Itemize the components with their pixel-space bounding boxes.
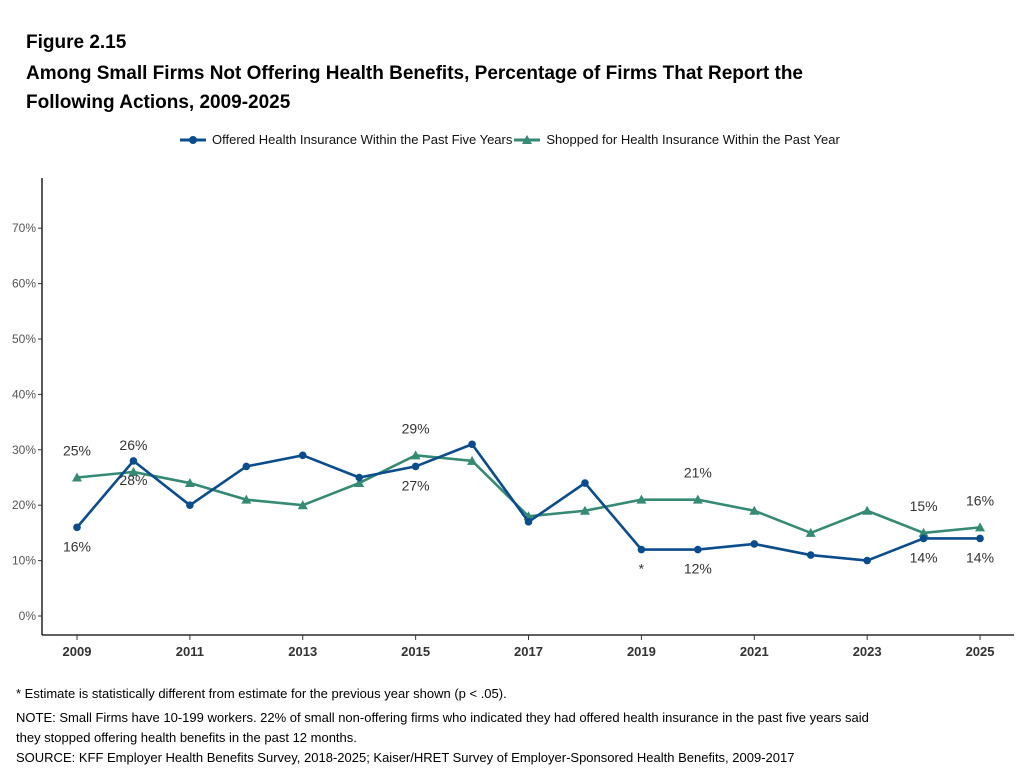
data-point-offered: [581, 479, 589, 487]
data-point-shopped: [354, 478, 365, 488]
data-point-offered: [637, 545, 646, 554]
note-definition: NOTE: Small Firms have 10-199 workers. 2…: [16, 710, 869, 725]
legend-offered-swatch-icon: [180, 133, 206, 147]
data-point-offered: [73, 523, 81, 532]
data-label: 27%: [402, 477, 430, 493]
data-point-shopped: [297, 500, 308, 510]
data-point-offered: [186, 501, 194, 510]
y-tick-label: 50%: [12, 332, 36, 346]
data-point-shopped: [184, 478, 195, 488]
data-label: 14%: [966, 549, 994, 565]
x-tick-label: 2025: [966, 644, 995, 659]
data-point-shopped: [862, 505, 873, 515]
legend-shopped-swatch-icon: [514, 133, 541, 147]
legend: Offered Health Insurance Within the Past…: [180, 132, 840, 147]
data-point-shopped: [918, 527, 929, 537]
data-point-shopped: [128, 466, 139, 476]
data-point-shopped: [410, 450, 421, 460]
figure-label: Figure 2.15: [26, 32, 127, 53]
data-point-offered: [806, 551, 815, 559]
note-definition-cont: they stopped offering health benefits in…: [16, 730, 357, 745]
note-significance: * Estimate is statistically different fr…: [16, 686, 507, 701]
data-label: 25%: [63, 443, 91, 459]
data-label: 15%: [910, 498, 938, 514]
y-tick-label: 70%: [12, 221, 36, 235]
y-tick-label: 30%: [12, 443, 36, 457]
data-label: 16%: [966, 492, 994, 508]
data-label: 14%: [910, 549, 938, 565]
data-point-shopped: [579, 505, 590, 515]
data-point-shopped: [72, 472, 82, 482]
data-point-shopped: [467, 455, 478, 465]
series-line-offered: [76, 442, 981, 562]
x-tick-label: 2019: [627, 644, 656, 659]
data-label: 29%: [402, 420, 430, 436]
data-point-offered: [298, 451, 307, 460]
data-label: 12%: [684, 561, 712, 577]
data-label: 28%: [119, 472, 147, 488]
y-tick-label: 10%: [12, 554, 36, 568]
chart-title-line1: Among Small Firms Not Offering Health Be…: [26, 63, 803, 84]
data-point-offered: [863, 556, 871, 565]
data-point-offered: [694, 545, 702, 554]
data-label: 16%: [63, 538, 91, 554]
x-tick-label: 2023: [853, 644, 882, 659]
data-point-offered: [242, 462, 251, 471]
data-point-offered: [524, 518, 533, 526]
data-point-offered: [411, 462, 420, 471]
data-point-offered: [468, 440, 476, 449]
data-point-shopped: [636, 494, 647, 504]
data-point-shopped: [975, 522, 986, 532]
x-tick-label: 2015: [401, 644, 430, 659]
y-tick-label: 0%: [19, 609, 37, 623]
data-point-offered: [750, 540, 759, 548]
chart-title-line2: Following Actions, 2009-2025: [26, 92, 291, 113]
data-label: 21%: [684, 465, 712, 481]
data-point-shopped: [241, 494, 252, 504]
y-tick-label: 20%: [12, 498, 36, 512]
y-tick-label: 60%: [12, 277, 36, 291]
x-tick-label: 2009: [63, 644, 92, 659]
data-point-offered: [919, 534, 928, 543]
data-label: 26%: [119, 437, 147, 453]
data-point-offered: [976, 534, 984, 543]
data-point-shopped: [805, 527, 816, 537]
x-tick-label: 2017: [514, 644, 543, 659]
data-point-offered: [355, 473, 364, 482]
data-point-shopped: [692, 494, 703, 504]
data-point-offered: [129, 457, 138, 465]
legend-shopped-label: Shopped for Health Insurance Within the …: [546, 132, 840, 147]
legend-offered-label: Offered Health Insurance Within the Past…: [212, 132, 513, 147]
x-tick-label: 2021: [740, 644, 769, 659]
x-tick-label: 2011: [176, 644, 204, 659]
x-tick-label: 2013: [288, 644, 317, 659]
data-point-shopped: [749, 505, 760, 515]
data-label: *: [639, 561, 645, 577]
note-source: SOURCE: KFF Employer Health Benefits Sur…: [16, 750, 795, 765]
y-tick-label: 40%: [12, 387, 36, 401]
